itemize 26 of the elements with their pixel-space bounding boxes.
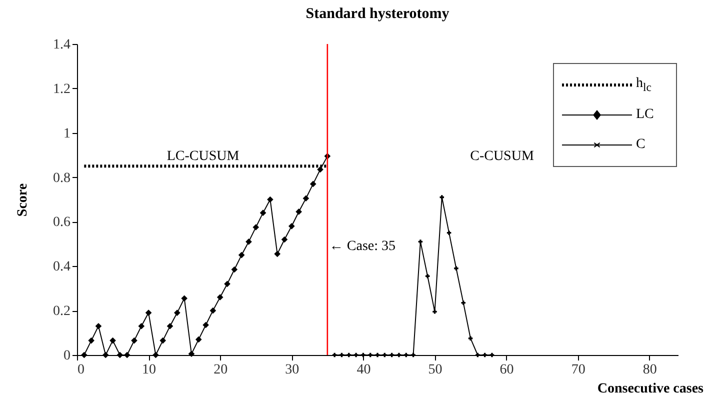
ref-line-label: ← Case: 35 <box>329 239 396 254</box>
y-tick-label: 1.2 <box>53 82 70 97</box>
legend-label: LC <box>636 107 654 123</box>
x-tick-label: 20 <box>214 362 228 378</box>
y-tick-label: 1 <box>64 126 70 142</box>
chart-title: Standard hysterotomy <box>306 6 450 22</box>
x-tick-label: 60 <box>500 362 514 378</box>
y-tick-label: 0.6 <box>53 215 70 230</box>
y-tick-label: 1.4 <box>53 38 70 52</box>
y-tick-label: 0.4 <box>53 260 70 275</box>
legend-label: C <box>636 137 646 153</box>
y-tick-label: 0.8 <box>53 170 70 186</box>
y-tick-label: 0.2 <box>53 304 70 320</box>
x-tick-label: 80 <box>642 362 657 378</box>
x-tick-label: 0 <box>78 362 84 378</box>
annotation: LC-CUSUM <box>166 149 240 165</box>
annotation: C-CUSUM <box>470 149 534 165</box>
y-axis-title: Score <box>16 183 30 217</box>
legend-label: h$_{lc}$ <box>636 76 652 94</box>
x-tick-label: 30 <box>285 362 300 378</box>
x-tick-label: 70 <box>571 362 586 378</box>
y-tick-label: 0 <box>64 348 70 364</box>
x-tick-label: 50 <box>428 362 442 378</box>
x-tick-label: 40 <box>356 362 371 378</box>
x-axis-title: Consecutive cases <box>597 382 704 396</box>
x-tick-label: 10 <box>142 362 156 378</box>
